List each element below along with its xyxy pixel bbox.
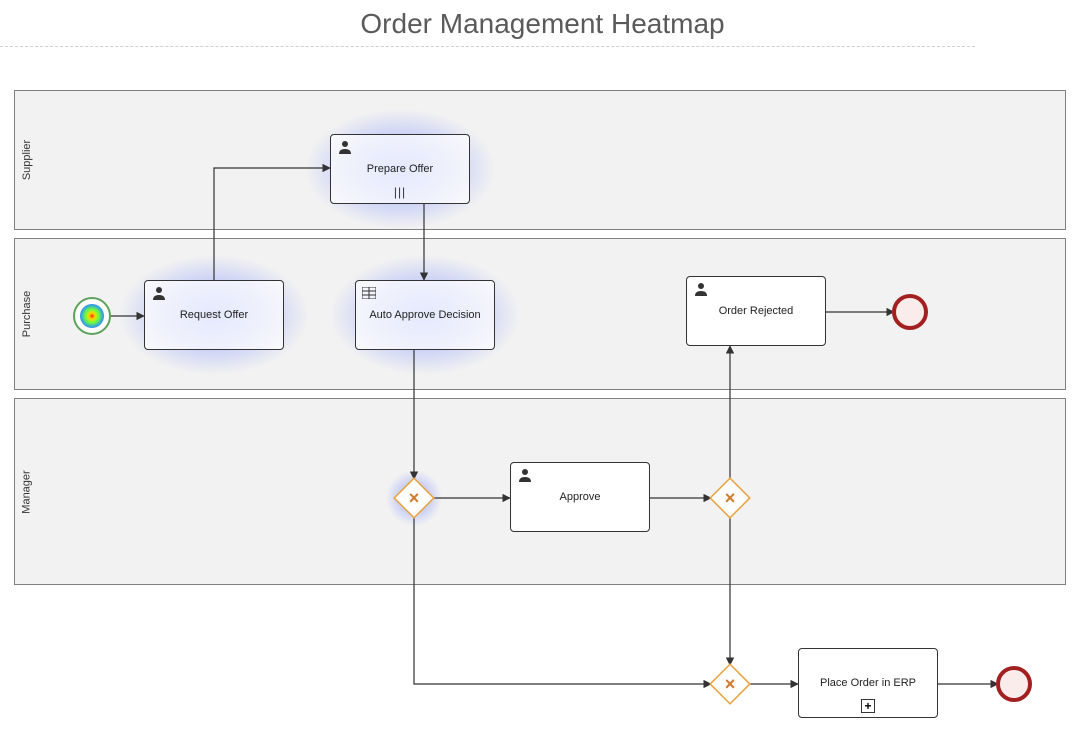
task-request-offer: Request Offer (144, 280, 284, 350)
svg-text:×: × (725, 488, 736, 508)
multi-instance-marker: ||| (394, 185, 406, 199)
edges (110, 168, 998, 684)
task-prepare-offer: Prepare Offer ||| (330, 134, 470, 204)
diagram-canvas: Supplier Purchase Manager (14, 90, 1074, 740)
task-label: Auto Approve Decision (363, 309, 487, 321)
task-label: Place Order in ERP (806, 677, 930, 689)
gateway-gw2: × (710, 478, 750, 518)
subprocess-marker: + (861, 699, 875, 713)
page-title: Order Management Heatmap (0, 0, 1085, 40)
task-label: Prepare Offer (338, 163, 462, 175)
end-event-1 (894, 296, 926, 328)
edge-gw1-gw3 (414, 517, 711, 684)
task-order-rejected: Order Rejected (686, 276, 826, 346)
table-icon (362, 287, 376, 299)
user-icon (693, 281, 709, 297)
svg-text:×: × (725, 674, 736, 694)
task-label: Request Offer (152, 309, 276, 321)
start-event (74, 298, 110, 334)
task-approve: Approve (510, 462, 650, 532)
title-divider (0, 46, 975, 47)
user-icon (517, 467, 533, 483)
task-label: Order Rejected (694, 305, 818, 317)
svg-text:×: × (409, 488, 420, 508)
end-event-2 (998, 668, 1030, 700)
task-label: Approve (518, 491, 642, 503)
user-icon (151, 285, 167, 301)
user-icon (337, 139, 353, 155)
task-place-order-erp: Place Order in ERP + (798, 648, 938, 718)
gateway-gw3: × (710, 664, 750, 704)
task-auto-approve: Auto Approve Decision (355, 280, 495, 350)
